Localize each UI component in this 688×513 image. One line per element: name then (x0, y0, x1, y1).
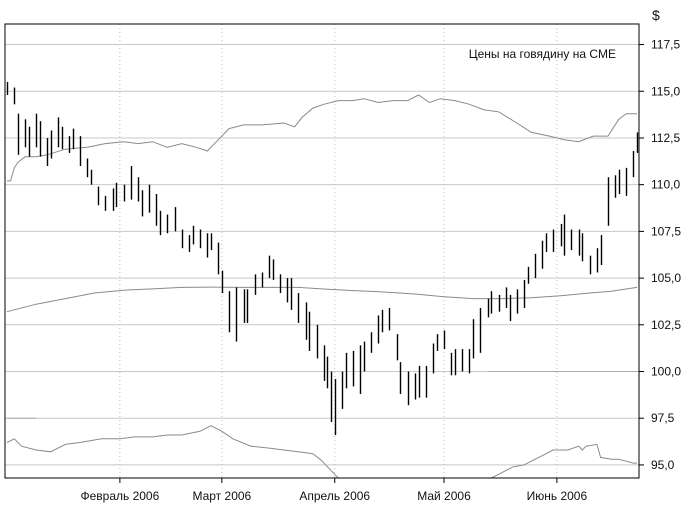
horizontal-gridlines (5, 44, 639, 466)
y-tick-label: 102,5 (651, 318, 681, 332)
series-layer (6, 94, 638, 478)
y-tick-label: 112,5 (651, 131, 680, 145)
chart-title: Цены на говядину на CME (469, 47, 616, 61)
y-tick-label: 107,5 (651, 224, 681, 238)
x-tick-label: Апрель 2006 (299, 489, 370, 503)
x-tick-label: Май 2006 (417, 489, 471, 503)
x-axis-ticks: Февраль 2006 Март 2006 Апрель 2006 Май 2006… (80, 478, 587, 503)
y-tick-label: 95,0 (651, 458, 675, 472)
x-tick-label: Февраль 2006 (80, 489, 159, 503)
price-bars (6, 81, 639, 436)
moving-average-line (6, 286, 638, 313)
x-tick-label: Март 2006 (192, 489, 251, 503)
y-tick-label: 110,0 (651, 178, 680, 192)
upper-band-line (7, 94, 637, 182)
y-tick-label: 105,0 (651, 271, 681, 285)
y-tick-label: 115,0 (651, 84, 680, 98)
plot-frame (4, 23, 640, 479)
y-unit-label: $ (652, 7, 660, 23)
y-tick-label: 117,5 (651, 38, 680, 52)
lower-band-line (6, 425, 637, 478)
y-tick-label: 100,0 (651, 365, 681, 379)
y-axis-ticks: 95,0 97,5 100,0 102,5 105,0 107,5 110,0 112,5 11… (639, 38, 681, 472)
x-tick-label: Июнь 2006 (527, 489, 588, 503)
y-tick-label: 97,5 (651, 411, 675, 425)
